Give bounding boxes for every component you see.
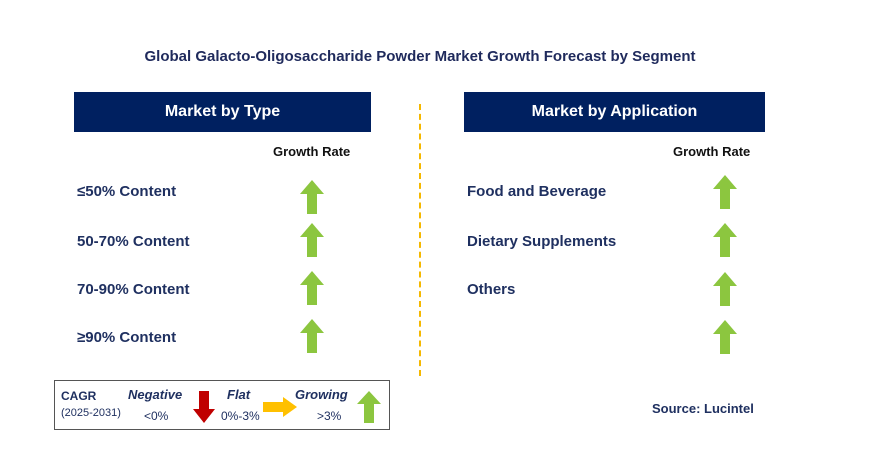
legend-cagr-label: CAGR [61,389,97,403]
type-row-label-1: ≤50% Content [77,183,177,200]
legend-down-arrow-icon [193,391,215,423]
application-row-4-up-arrow-icon [713,320,737,354]
type-row-3-up-arrow-icon [300,271,324,305]
chart-title: Global Galacto-Oligosaccharide Powder Ma… [144,48,696,65]
panel-divider [419,104,421,376]
application-row-3-up-arrow-icon [713,272,737,306]
type-row-1-up-arrow-icon [300,180,324,214]
type-panel-header: Market by Type [74,92,371,132]
application-growth-rate-label: Growth Rate [673,144,751,159]
type-row-label-4: ≥90% Content [77,329,177,346]
type-row-label-2: 50-70% Content [77,233,190,250]
legend-up-arrow-icon [357,391,381,423]
application-row-label-2: Dietary Supplements [467,233,617,250]
legend-right-arrow-icon [263,397,297,417]
source-label: Source: Lucintel [652,401,754,416]
application-row-label-1: Food and Beverage [467,183,607,200]
application-panel-header: Market by Application [464,92,765,132]
type-row-2-up-arrow-icon [300,223,324,257]
cagr-legend: CAGR (2025-2031) Negative <0% Flat 0%-3%… [54,380,390,430]
application-row-2-up-arrow-icon [713,223,737,257]
legend-negative-label: Negative [128,387,183,402]
type-growth-rate-label: Growth Rate [273,144,351,159]
application-row-1-up-arrow-icon [713,175,737,209]
legend-flat-range: 0%-3% [221,409,260,423]
legend-growing-range: >3% [317,409,342,423]
legend-flat-label: Flat [227,387,251,402]
type-row-4-up-arrow-icon [300,319,324,353]
legend-negative-range: <0% [144,409,169,423]
type-row-label-3: 70-90% Content [77,281,190,298]
legend-period-label: (2025-2031) [61,407,121,419]
legend-growing-label: Growing [295,387,348,402]
application-row-label-3: Others [467,281,516,298]
